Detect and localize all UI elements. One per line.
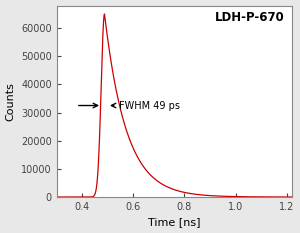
X-axis label: Time [ns]: Time [ns] bbox=[148, 217, 200, 227]
Text: LDH-P-670: LDH-P-670 bbox=[215, 11, 285, 24]
Y-axis label: Counts: Counts bbox=[6, 82, 16, 121]
Text: FWHM 49 ps: FWHM 49 ps bbox=[111, 100, 180, 110]
